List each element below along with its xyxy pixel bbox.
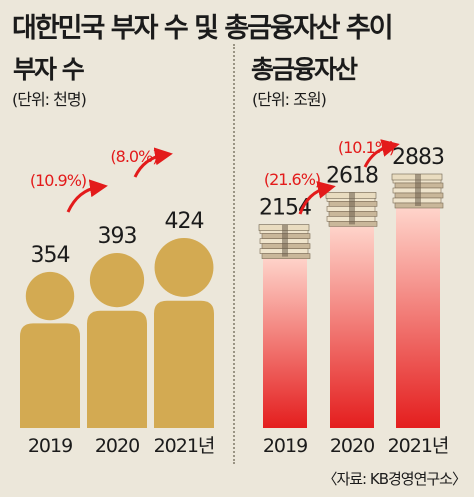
category-label: 2021년	[154, 435, 215, 457]
category-label: 2019	[263, 435, 307, 457]
category-label: 2021년	[388, 435, 449, 457]
person-body-2021년	[154, 300, 214, 428]
page-title: 대한민국 부자 수 및 총금융자산 추이	[12, 13, 394, 44]
growth-label: (10.1%)	[338, 138, 394, 157]
asset-bar-2019	[263, 252, 307, 428]
category-label: 2019	[28, 435, 72, 457]
category-label: 2020	[95, 435, 139, 457]
growth-arrow	[363, 139, 400, 168]
growth-arrow	[298, 181, 336, 215]
value-label: 393	[98, 224, 137, 249]
person-head-2020	[89, 253, 145, 308]
growth-label: (21.6%)	[264, 170, 320, 189]
value-label: 2883	[392, 145, 444, 170]
growth-arrow	[66, 179, 108, 213]
rich-count-chart: 354 2019 393 2020 424 2021년 (10.9%) (8.0%)	[20, 147, 215, 457]
person-body-2020	[87, 310, 147, 428]
asset-bar-2020	[330, 220, 374, 428]
banknote-stack-icon	[391, 173, 444, 209]
rich-count-unit: (단위: 천명)	[12, 90, 87, 109]
panel-divider	[233, 44, 235, 464]
value-label: 424	[165, 209, 204, 234]
person-body-2019	[20, 323, 80, 428]
person-head-2021년	[154, 238, 214, 297]
value-label: 354	[31, 243, 70, 268]
growth-label: (10.9%)	[30, 171, 86, 190]
person-head-2019	[25, 271, 75, 321]
growth-label: (8.0%)	[110, 147, 157, 166]
banknote-band	[415, 174, 421, 206]
source-note: 〈자료: KB경영연구소〉	[322, 470, 467, 488]
banknote-stack-icon	[258, 224, 311, 259]
value-label: 2618	[326, 163, 378, 188]
assets-unit: (단위: 조원)	[252, 90, 327, 109]
banknote-band	[349, 192, 355, 225]
growth-arrow	[133, 147, 173, 178]
category-label: 2020	[330, 435, 374, 457]
asset-bar-2021년	[396, 202, 440, 428]
banknote-stack-icon	[325, 192, 378, 227]
rich-count-panel-title: 부자 수	[13, 55, 85, 84]
banknote-band	[282, 224, 288, 257]
assets-panel-title: 총금융자산	[251, 55, 358, 84]
